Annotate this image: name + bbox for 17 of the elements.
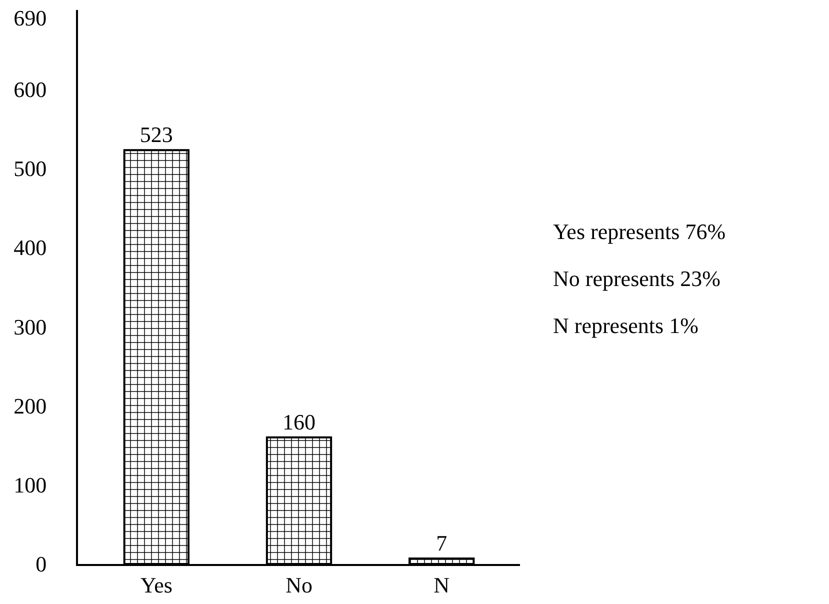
y-tick-label: 100	[14, 472, 47, 498]
y-tick-label: 300	[14, 314, 47, 340]
data-label: 7	[436, 530, 448, 556]
y-tick-label: 690	[14, 6, 47, 31]
y-tick-label: 400	[14, 235, 47, 260]
x-tick-label: No	[286, 572, 312, 598]
x-tick-label: Yes	[140, 572, 172, 598]
text: N represents 1%	[553, 313, 698, 338]
data-label: 523	[140, 122, 173, 148]
text: Yes represents 76%	[553, 219, 726, 244]
y-tick-label: 0	[36, 552, 47, 577]
y-tick-label: 500	[14, 156, 47, 181]
y-tick-label: 200	[14, 393, 47, 418]
x-tick-label: N	[434, 572, 450, 598]
y-tick-label: 600	[14, 76, 47, 102]
text: No represents 23%	[553, 266, 720, 291]
data-label: 160	[282, 409, 316, 434]
